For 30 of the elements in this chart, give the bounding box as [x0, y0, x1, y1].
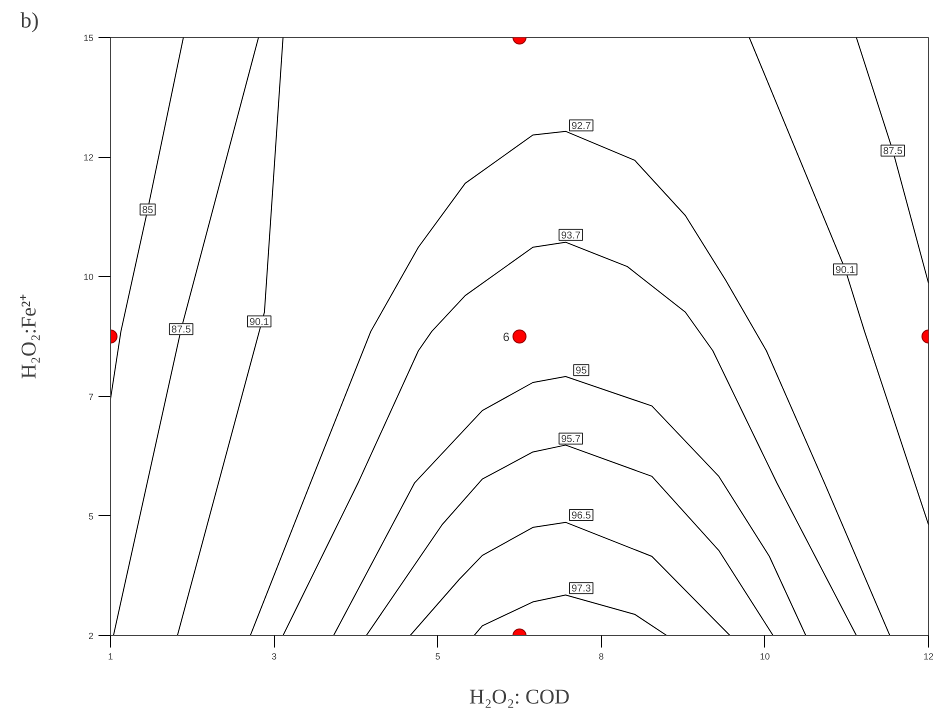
y-tick-label: 10 [83, 272, 94, 282]
x-axis-title: H₂O₂: COD [469, 684, 570, 708]
y-axis-title: H₂O₂:Fe²⁺ [16, 294, 40, 380]
y-tick-label: 15 [83, 33, 94, 43]
annotation: 92.7 [571, 120, 592, 132]
y-tick-label: 2 [88, 631, 94, 641]
annotation: 93.7 [561, 230, 581, 242]
x-tick-label: 1 [108, 652, 114, 662]
x-tick-label: 10 [760, 652, 770, 662]
annotation: 97.3 [571, 584, 592, 595]
line-series [333, 376, 806, 636]
y-tick-label: 5 [88, 511, 94, 522]
annotation: 96.5 [571, 510, 592, 522]
point [512, 330, 526, 344]
annotation: 6 [502, 330, 510, 344]
x-tick-label: 12 [923, 652, 934, 662]
line-series [366, 444, 774, 636]
line-series [282, 242, 857, 636]
x-tick-label: 5 [435, 652, 440, 662]
y-tick-label: 7 [88, 392, 94, 402]
y-tick-label: 12 [83, 152, 94, 163]
annotation: 95 [576, 366, 588, 377]
x-tick-label: 3 [272, 652, 277, 662]
chart-title: b) [20, 8, 39, 32]
annotation: 90.1 [249, 316, 270, 328]
line-series [474, 594, 668, 636]
annotation: 85 [142, 205, 154, 216]
annotation: 95.7 [561, 434, 581, 446]
line-series [410, 522, 730, 636]
x-tick-label: 8 [598, 652, 604, 662]
